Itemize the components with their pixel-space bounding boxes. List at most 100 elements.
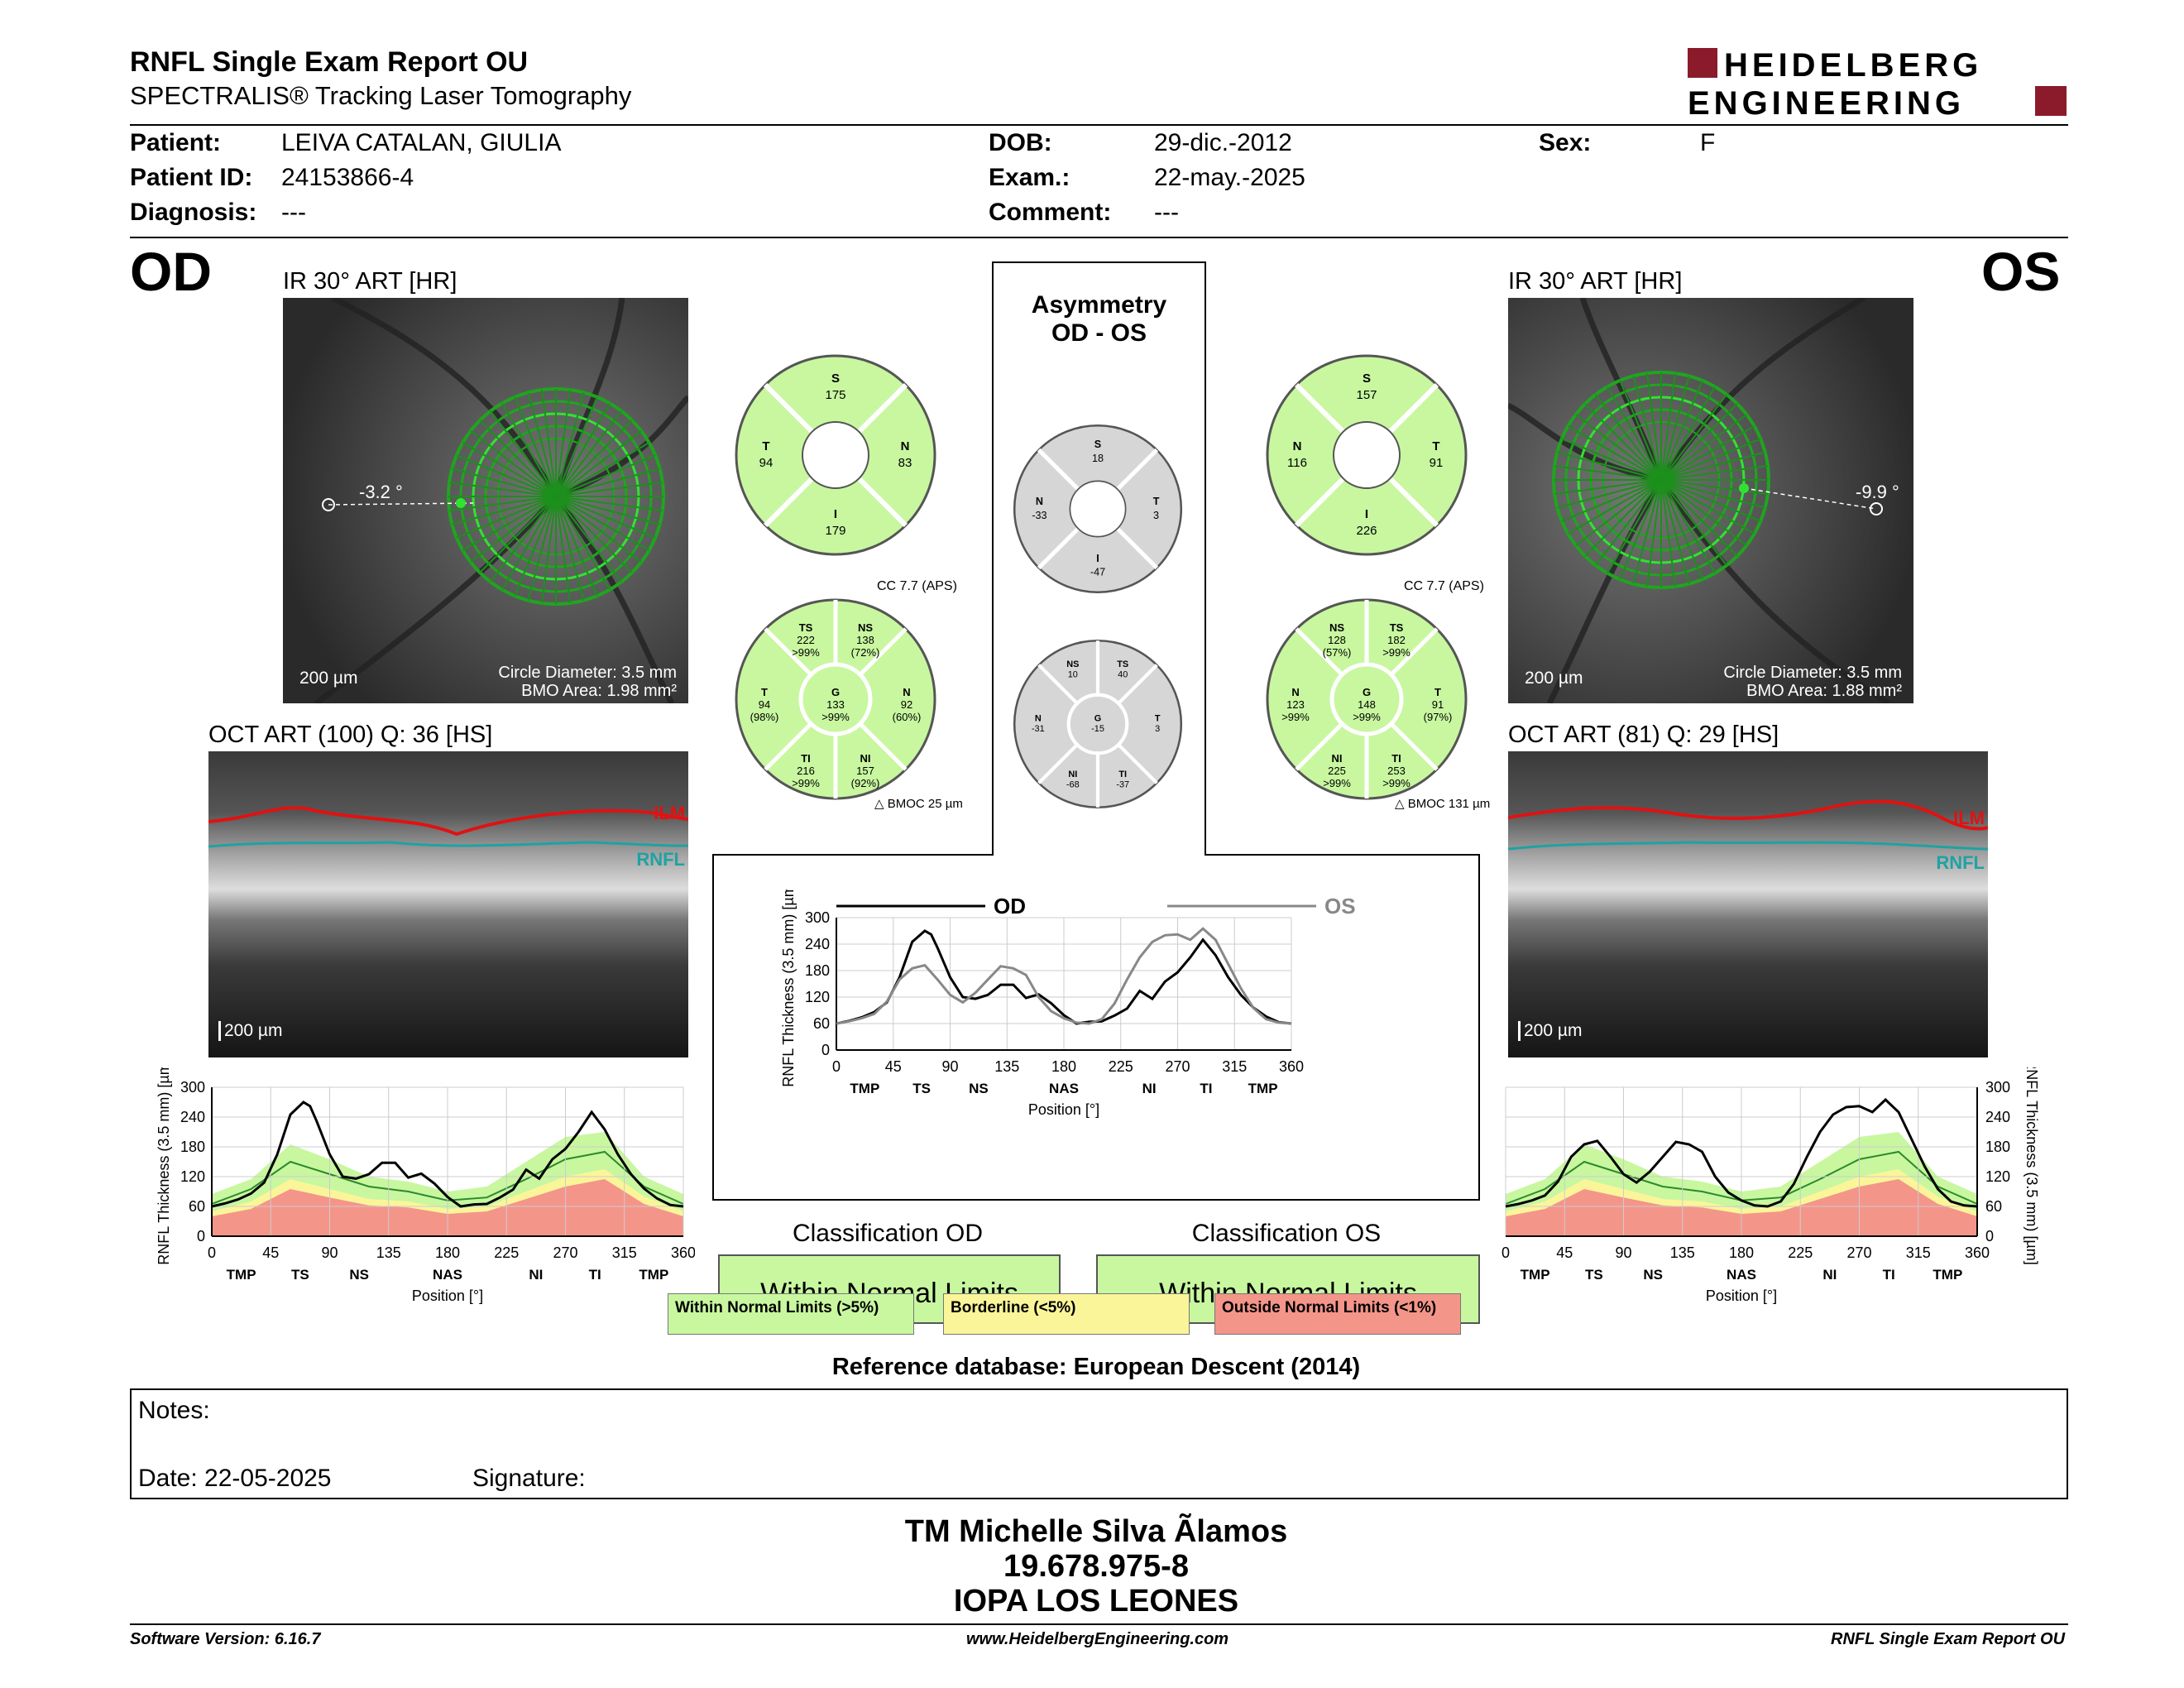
od-scale-label: 200 µm [299, 669, 358, 688]
od-rnfl-label: RNFL [636, 849, 685, 870]
signer-name: TM Michelle Silva Ãlamos [904, 1514, 1288, 1549]
center-chart-sector-label: TS [912, 1081, 931, 1096]
center-chart-ylabel: RNFL Thickness (3.5 mm) [µm] [780, 890, 797, 1087]
asym-sect-ts-value1: 40 [1118, 670, 1128, 680]
od-chart-series-od [211, 1101, 684, 1208]
signer-rut: 19.678.975-8 [1003, 1549, 1189, 1584]
asym-sect-n-label: N [1035, 714, 1042, 724]
os-quad-s-label: S [1363, 372, 1371, 386]
patient-name: LEIVA CATALAN, GIULIA [281, 129, 562, 156]
os-quad-s-value: 157 [1356, 388, 1377, 402]
asym-quad-t-value: 3 [1153, 510, 1159, 521]
os-oct-title: OCT ART (81) Q: 29 [HS] [1508, 722, 1779, 748]
os-chart-xtick: 225 [1788, 1244, 1813, 1261]
report-subtitle: SPECTRALIS® Tracking Laser Tomography [130, 81, 632, 110]
os-chart-ylabel: RNFL Thickness (3.5 mm) [µm] [2024, 1067, 2040, 1265]
center-chart-sector-label: TI [1200, 1081, 1212, 1096]
center-chart-sector-label: TMP [850, 1081, 879, 1096]
os-sect-g-label: G [1363, 686, 1371, 698]
os-sect-ti-value1: 253 [1387, 765, 1406, 777]
asym-quad-i-label: I [1096, 553, 1099, 564]
od-sect-ni-label: NI [860, 752, 871, 765]
dob-label: DOB: [989, 129, 1052, 156]
od-sect-ns-value1: 138 [856, 634, 874, 646]
comment-label: Comment: [989, 199, 1112, 226]
asym-sect-n-value1: -31 [1032, 724, 1045, 734]
os-sect-t-label: T [1434, 686, 1441, 698]
sex-label: Sex: [1539, 129, 1592, 156]
asym-sect-ns-value1: 10 [1068, 670, 1078, 680]
od-chart-xtick: 360 [671, 1244, 695, 1261]
os-quad-t-label: T [1432, 439, 1439, 453]
os-chart-ytick: 300 [1985, 1079, 2010, 1096]
od-sect-g-value1: 133 [826, 698, 845, 711]
os-chart-ytick: 240 [1985, 1109, 2010, 1125]
os-chart-sector-label: NAS [1727, 1267, 1756, 1283]
os-chart-xtick: 45 [1556, 1244, 1573, 1261]
patient-id-value: 24153866-4 [281, 164, 414, 191]
center-chart-legend-os: OS [1324, 894, 1356, 918]
website-link[interactable]: www.HeidelbergEngineering.com [966, 1630, 1229, 1648]
asym-sect-ti-label: TI [1118, 770, 1127, 779]
os-sector-chart: NS128(57%)TS182>99%N123>99%G148>99%T91(9… [1266, 598, 1468, 800]
od-oct-scale: 200 µm [218, 1021, 282, 1041]
od-chart-xtick: 225 [494, 1244, 519, 1261]
patient-divider [130, 237, 2068, 238]
od-chart-ytick: 180 [180, 1139, 205, 1155]
center-chart-ytick: 60 [813, 1015, 830, 1032]
os-sect-ts-label: TS [1390, 621, 1404, 634]
os-sect-n-value2: >99% [1281, 711, 1310, 723]
od-oct-title: OCT ART (100) Q: 36 [HS] [208, 722, 493, 748]
os-chart-sector-label: TMP [1521, 1267, 1550, 1283]
asym-sect-ti-value1: -37 [1116, 779, 1129, 789]
center-chart-series-od [836, 929, 1292, 1025]
od-sect-ni-value2: (92%) [851, 777, 880, 789]
asymmetry-frame [712, 261, 1480, 1201]
legend-borderline: Borderline (<5%) [943, 1293, 1190, 1335]
asym-quadrant-chart: S 18 N -33 T 3 I -47 [1013, 424, 1183, 594]
os-classification-title: Classification OS [1191, 1220, 1382, 1247]
asym-quad-t-label: T [1153, 496, 1160, 507]
os-oct-scale: 200 µm [1518, 1021, 1582, 1041]
footer-report-name: RNFL Single Exam Report OU [1831, 1630, 2066, 1648]
os-ir-title: IR 30° ART [HR] [1508, 268, 1683, 295]
od-sect-ti-label: TI [801, 752, 811, 765]
od-chart-xtick: 315 [612, 1244, 637, 1261]
od-sect-g-value2: >99% [821, 711, 850, 723]
od-sect-ts-value1: 222 [797, 634, 815, 646]
asym-sect-g-value1: -15 [1091, 724, 1104, 734]
od-sect-ts-label: TS [799, 621, 813, 634]
od-ir-title: IR 30° ART [HR] [283, 268, 457, 295]
od-sect-ti-value1: 216 [797, 765, 815, 777]
report-title: RNFL Single Exam Report OU [130, 46, 529, 78]
od-oct-bscan: ILM RNFL 200 µm [208, 751, 688, 1057]
center-chart-legend-od: OD [994, 894, 1026, 918]
os-quad-t-value: 91 [1430, 456, 1444, 470]
od-sect-ns-label: NS [858, 621, 873, 634]
od-chart-sector-label: TS [291, 1267, 309, 1283]
od-sect-ni-value1: 157 [856, 765, 874, 777]
os-bmoc-value: BMOC 131 µm [1407, 797, 1491, 811]
os-chart-xtick: 315 [1906, 1244, 1931, 1261]
asym-sect-ns-label: NS [1066, 659, 1079, 669]
od-sect-t-value2: (98%) [750, 711, 779, 723]
od-chart-ytick: 120 [180, 1168, 205, 1185]
od-chart-sector-label: TI [589, 1267, 601, 1283]
od-chart-xlabel: Position [°] [412, 1288, 483, 1304]
os-bmo-area: BMO Area: 1.88 mm² [1746, 682, 1902, 700]
os-cc-label: CC 7.7 (APS) [1404, 579, 1484, 593]
od-chart-ytick: 300 [180, 1079, 205, 1096]
os-sect-ni-value2: >99% [1323, 777, 1351, 789]
od-angle-readout: -3.2 ° [359, 482, 403, 502]
os-angle-readout: -9.9 ° [1856, 482, 1899, 502]
center-chart-xtick: 315 [1222, 1058, 1247, 1075]
center-chart-xtick: 180 [1051, 1058, 1076, 1075]
os-ilm-label: ILM [1953, 808, 1985, 828]
od-bmo-area: BMO Area: 1.98 mm² [521, 682, 677, 700]
asym-sect-ni-label: NI [1068, 770, 1077, 779]
os-sect-ni-label: NI [1332, 752, 1343, 765]
od-chart-xtick: 90 [321, 1244, 338, 1261]
exam-label: Exam.: [989, 164, 1070, 191]
